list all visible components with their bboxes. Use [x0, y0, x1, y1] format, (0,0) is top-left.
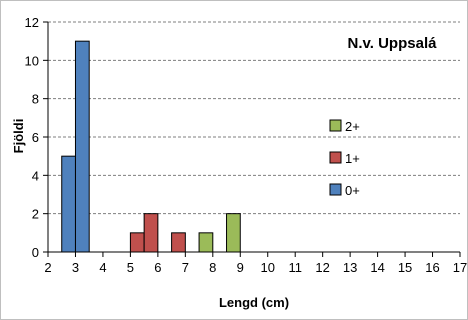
x-tick-label-15: 17 [453, 260, 467, 275]
x-tick-label-0: 2 [44, 260, 51, 275]
bar-0plus-1 [74, 40, 90, 253]
x-tick-label-9: 11 [288, 260, 302, 275]
x-tick-label-14: 16 [425, 260, 439, 275]
bar-1plus-1 [143, 213, 159, 253]
x-tick-label-6: 8 [209, 260, 216, 275]
y-axis-title: Fjöldi [11, 119, 26, 154]
x-tick-label-8: 10 [260, 260, 274, 275]
legend-swatch-0plus [329, 183, 342, 196]
chart-title: N.v. Uppsalá [348, 35, 438, 52]
x-tick-label-10: 12 [315, 260, 329, 275]
legend-label-1plus: 1+ [345, 151, 360, 166]
bar-0plus-0 [61, 155, 76, 253]
y-tick-label-5: 10 [25, 53, 39, 68]
y-tick-label-2: 4 [32, 168, 39, 183]
x-tick-label-7: 9 [237, 260, 244, 275]
bar-1plus-0 [129, 232, 145, 253]
x-tick-label-1: 3 [72, 260, 79, 275]
x-tick-label-11: 13 [343, 260, 357, 275]
bars [61, 40, 241, 253]
y-tick-label-1: 2 [32, 207, 39, 222]
bar-1plus-2 [171, 232, 186, 253]
x-tick-label-12: 14 [370, 260, 384, 275]
x-axis-title: Lengd (cm) [219, 295, 289, 310]
y-tick-label-0: 0 [32, 245, 39, 260]
x-tick-label-13: 15 [398, 260, 412, 275]
x-tick-label-4: 6 [154, 260, 161, 275]
bar-2plus-0 [198, 232, 214, 253]
y-tick-label-4: 8 [32, 92, 39, 107]
legend-swatch-2plus [329, 119, 342, 132]
x-tick-label-5: 7 [182, 260, 189, 275]
legend-label-2plus: 2+ [345, 119, 360, 134]
legend-swatch-1plus [329, 151, 342, 164]
legend: 2+ 1+ 0+ [329, 119, 360, 198]
x-tick-label-2: 4 [99, 260, 106, 275]
legend-label-0plus: 0+ [345, 183, 360, 198]
x-tick-label-3: 5 [127, 260, 134, 275]
y-tick-label-6: 12 [25, 15, 39, 30]
bar-2plus-1 [226, 213, 241, 253]
y-tick-label-3: 6 [32, 130, 39, 145]
gridlines [48, 21, 460, 215]
